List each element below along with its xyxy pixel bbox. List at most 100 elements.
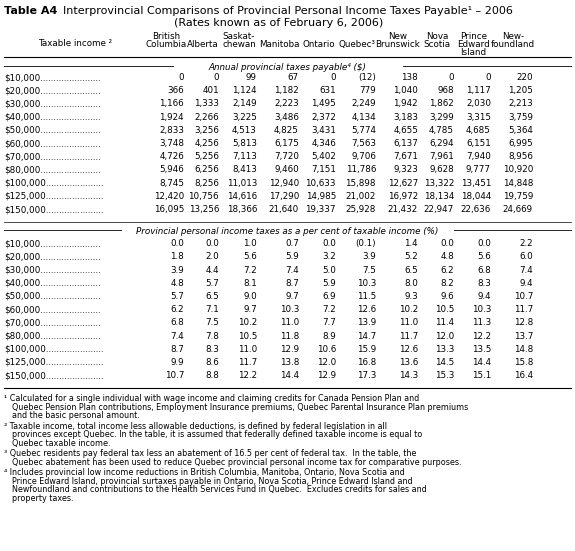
Text: 7.5: 7.5 [205,318,219,327]
Text: 6,151: 6,151 [466,139,491,148]
Text: 13.7: 13.7 [513,332,533,341]
Text: Interprovincial Comparisons of Provincial Personal Income Taxes Payable¹ – 2006: Interprovincial Comparisons of Provincia… [56,6,513,16]
Text: 0.0: 0.0 [477,239,491,248]
Text: 7.4: 7.4 [285,266,299,274]
Text: Nova: Nova [426,32,448,41]
Text: Island: Island [461,48,486,57]
Text: 10.5: 10.5 [237,332,257,341]
Text: 4,346: 4,346 [311,139,336,148]
Text: 366: 366 [167,86,184,95]
Text: 21,432: 21,432 [388,205,418,214]
Text: chewan: chewan [222,40,256,49]
Text: $10,000.......................: $10,000....................... [4,239,101,248]
Text: $40,000.......................: $40,000....................... [4,279,101,288]
Text: 6,995: 6,995 [508,139,533,148]
Text: 3.9: 3.9 [170,266,184,274]
Text: 13,256: 13,256 [189,205,219,214]
Text: 0.0: 0.0 [322,239,336,248]
Text: (0.1): (0.1) [355,239,376,248]
Text: 22,947: 22,947 [424,205,454,214]
Text: 5,256: 5,256 [194,152,219,161]
Text: Brunswick: Brunswick [375,40,420,49]
Text: 3.2: 3.2 [322,252,336,261]
Text: 7.8: 7.8 [205,332,219,341]
Text: 7.7: 7.7 [322,318,336,327]
Text: 9,323: 9,323 [393,165,418,175]
Text: 968: 968 [438,86,454,95]
Text: $50,000.......................: $50,000....................... [4,292,101,301]
Text: 17,290: 17,290 [269,192,299,201]
Text: 2,372: 2,372 [311,112,336,122]
Text: 5,364: 5,364 [508,126,533,135]
Text: $100,000......................: $100,000...................... [4,345,104,354]
Text: 7.4: 7.4 [519,266,533,274]
Text: 12,420: 12,420 [154,192,184,201]
Text: 8.9: 8.9 [322,332,336,341]
Text: 10.6: 10.6 [317,345,336,354]
Text: $150,000......................: $150,000...................... [4,371,104,380]
Text: 12.8: 12.8 [513,318,533,327]
Text: 6.8: 6.8 [477,266,491,274]
Text: $80,000.......................: $80,000....................... [4,165,101,175]
Text: 9,777: 9,777 [466,165,491,175]
Text: 14.4: 14.4 [472,358,491,367]
Text: 12.0: 12.0 [317,358,336,367]
Text: 12,627: 12,627 [388,179,418,187]
Text: 5.9: 5.9 [322,279,336,288]
Text: 5.7: 5.7 [205,279,219,288]
Text: 11,786: 11,786 [346,165,376,175]
Text: 8.3: 8.3 [205,345,219,354]
Text: $10,000.......................: $10,000....................... [4,73,101,82]
Text: 1,182: 1,182 [274,86,299,95]
Text: 9.7: 9.7 [243,305,257,314]
Text: 3,256: 3,256 [194,126,219,135]
Text: 8.1: 8.1 [243,279,257,288]
Text: 4,655: 4,655 [393,126,418,135]
Text: 6,137: 6,137 [393,139,418,148]
Text: property taxes.: property taxes. [12,494,74,503]
Text: 7.1: 7.1 [205,305,219,314]
Text: 0: 0 [213,73,219,82]
Text: 7.5: 7.5 [362,266,376,274]
Text: 7,151: 7,151 [311,165,336,175]
Text: 4,785: 4,785 [429,126,454,135]
Text: (12): (12) [358,73,376,82]
Text: 3,431: 3,431 [311,126,336,135]
Text: 3,225: 3,225 [232,112,257,122]
Text: 1,166: 1,166 [159,99,184,109]
Text: 1,333: 1,333 [194,99,219,109]
Text: 8.3: 8.3 [477,279,491,288]
Text: 13.8: 13.8 [279,358,299,367]
Text: 1,862: 1,862 [430,99,454,109]
Text: 9,706: 9,706 [351,152,376,161]
Text: 12.9: 12.9 [280,345,299,354]
Text: 5,813: 5,813 [232,139,257,148]
Text: 9.6: 9.6 [440,292,454,301]
Text: 12.6: 12.6 [357,305,376,314]
Text: 10.2: 10.2 [237,318,257,327]
Text: 11.7: 11.7 [237,358,257,367]
Text: $30,000.......................: $30,000....................... [4,99,101,109]
Text: 14.3: 14.3 [398,371,418,380]
Text: 2.2: 2.2 [519,239,533,248]
Text: 4,726: 4,726 [159,152,184,161]
Text: 15.1: 15.1 [472,371,491,380]
Text: 10.7: 10.7 [513,292,533,301]
Text: 10.3: 10.3 [472,305,491,314]
Text: 3,759: 3,759 [508,112,533,122]
Text: 9.9: 9.9 [170,358,184,367]
Text: 14.5: 14.5 [435,358,454,367]
Text: 138: 138 [401,73,418,82]
Text: $70,000.......................: $70,000....................... [4,152,101,161]
Text: provinces except Quebec. In the table, it is assumed that federally defined taxa: provinces except Quebec. In the table, i… [12,430,422,439]
Text: 10.2: 10.2 [398,305,418,314]
Text: Prince Edward Island, provincial surtaxes payable in Ontario, Nova Scotia, Princ: Prince Edward Island, provincial surtaxe… [12,477,413,486]
Text: 8.8: 8.8 [205,371,219,380]
Text: (Rates known as of February 6, 2006): (Rates known as of February 6, 2006) [174,18,384,28]
Text: 10,756: 10,756 [189,192,219,201]
Text: $150,000......................: $150,000...................... [4,205,104,214]
Text: 10.3: 10.3 [279,305,299,314]
Text: 2,249: 2,249 [351,99,376,109]
Text: 8.7: 8.7 [170,345,184,354]
Text: 9.7: 9.7 [285,292,299,301]
